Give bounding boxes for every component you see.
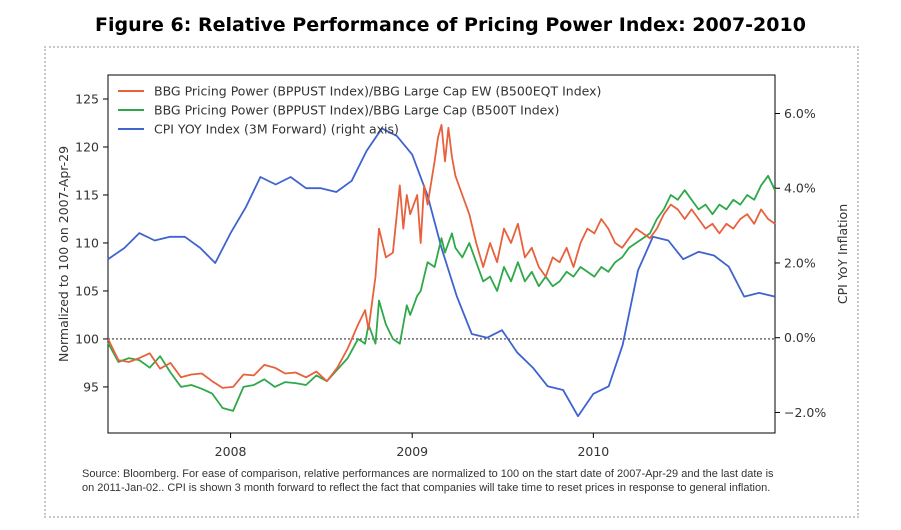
y-tick-label: 120: [75, 139, 99, 154]
axes: 95 100 105 110 115 120 125 −2.0% 0.0% 2.0% 4.0% 6.0…: [75, 91, 826, 459]
series-line-1: [107, 124, 776, 389]
y2-axis-label: CPI YoY Inflation: [835, 204, 850, 304]
y2-tick-label: 2.0%: [784, 255, 816, 270]
legend-label-2: BBG Pricing Power (BPPUST Index)/BBG Lar…: [154, 103, 559, 118]
y2-tick-label: 0.0%: [784, 330, 816, 345]
x-tick-label: 2010: [577, 444, 609, 459]
y-tick-label: 115: [75, 187, 99, 202]
y-tick-label: 125: [75, 91, 99, 106]
y-tick-label: 105: [75, 283, 99, 298]
series-line-3: [107, 127, 776, 418]
figure-title: Figure 6: Relative Performance of Pricin…: [95, 14, 806, 36]
legend: BBG Pricing Power (BPPUST Index)/BBG Lar…: [118, 84, 601, 137]
y-tick-label: 100: [75, 331, 99, 346]
x-tick-label: 2009: [396, 444, 428, 459]
y2-tick-label: 6.0%: [784, 106, 816, 121]
series-lines: [107, 124, 776, 418]
y2-tick-label: 4.0%: [784, 181, 816, 196]
y-axis-label: Normalized to 100 on 2007-Apr-29: [56, 146, 71, 362]
legend-label-3: CPI YOY Index (3M Forward) (right axis): [154, 122, 399, 137]
y2-tick-label: −2.0%: [784, 405, 826, 420]
x-tick-label: 2008: [215, 444, 247, 459]
y-tick-label: 95: [83, 379, 99, 394]
y-tick-label: 110: [75, 235, 99, 250]
source-note: Source: Bloomberg. For ease of compariso…: [82, 468, 774, 494]
figure-frame: [44, 46, 859, 518]
series-line-2: [107, 174, 776, 412]
legend-label-1: BBG Pricing Power (BPPUST Index)/BBG Lar…: [154, 84, 601, 99]
